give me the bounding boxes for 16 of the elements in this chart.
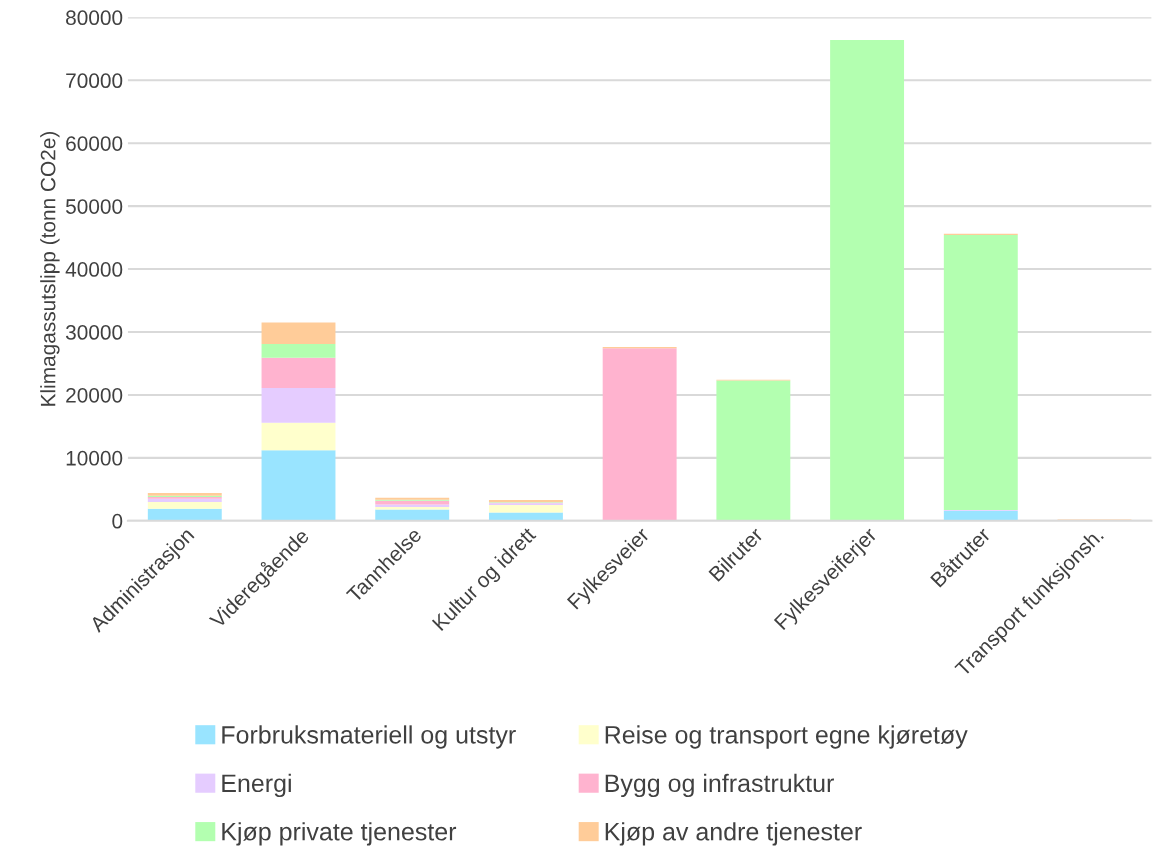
legend-label: Energi <box>222 773 291 798</box>
y-axis-title: Klimagassutslipp (tonn CO2e) <box>40 131 60 406</box>
legend-label: Kjøp private tjenester <box>222 822 457 846</box>
legend-label: Reise og transport egne kjøretøy <box>605 725 968 749</box>
y-tick-label: 60000 <box>66 136 123 151</box>
legend-label: Kjøp av andre tjenester <box>605 822 862 846</box>
y-tick-label: 20000 <box>66 387 123 403</box>
y-tick-label: 50000 <box>65 199 123 214</box>
y-tick-label: 80000 <box>66 10 123 26</box>
y-tick-label: 70000 <box>66 73 123 89</box>
legend-label: Bygg og infrastruktur <box>605 773 834 798</box>
y-tick-label: 40000 <box>65 262 123 277</box>
legend-label: Forbruksmateriell og utstyr <box>222 725 516 749</box>
y-tick-label: 0 <box>112 513 123 529</box>
y-tick-label: 30000 <box>65 325 123 340</box>
y-tick-label: 10000 <box>66 450 123 466</box>
